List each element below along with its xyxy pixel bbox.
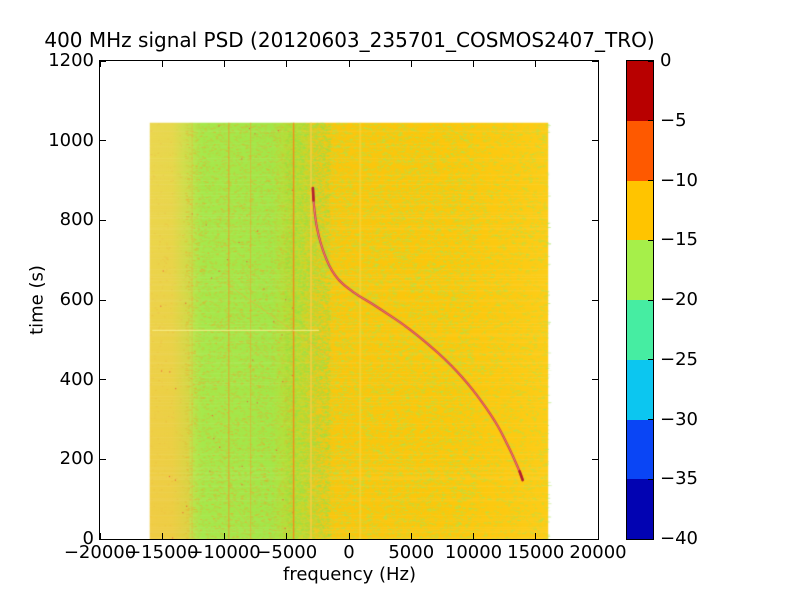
y-tick-mark <box>100 538 106 540</box>
y-tick-label: 800 <box>59 209 94 231</box>
x-tick-label: 0 <box>343 542 355 563</box>
colorbar-tick-mark <box>648 239 653 241</box>
x-tick-label: −5000 <box>256 542 318 563</box>
colorbar-band <box>627 180 653 241</box>
y-tick-label: 600 <box>59 289 94 310</box>
colorbar-band <box>627 359 653 420</box>
y-tick-label: 1000 <box>48 129 94 151</box>
x-tick-mark-top <box>99 61 101 67</box>
y-tick-label: 1200 <box>48 50 94 71</box>
y-tick-mark <box>100 219 106 221</box>
x-tick-mark-top <box>410 61 412 67</box>
x-tick-mark-top <box>161 61 163 67</box>
colorbar-tick-mark <box>648 60 653 62</box>
y-tick-mark-right <box>592 379 598 381</box>
x-tick-mark <box>410 533 412 539</box>
x-tick-mark <box>535 533 537 539</box>
colorbar-tick-label: −15 <box>660 229 698 251</box>
y-tick-label: 400 <box>59 368 94 390</box>
y-tick-label: 200 <box>59 448 94 470</box>
x-axis-label: frequency (Hz) <box>282 564 417 585</box>
y-tick-mark <box>100 458 106 460</box>
y-tick-mark <box>100 379 106 381</box>
y-tick-mark <box>100 60 106 62</box>
x-tick-mark <box>473 533 474 539</box>
y-tick-mark-right <box>592 140 598 142</box>
colorbar-band <box>627 300 653 360</box>
colorbar-band <box>627 61 653 121</box>
y-tick-mark-right <box>592 538 598 540</box>
plot-title: 400 MHz signal PSD (20120603_235701_COSM… <box>44 28 655 52</box>
colorbar-tick-mark <box>648 180 653 181</box>
x-tick-mark <box>161 533 163 539</box>
colorbar-tick-label: −35 <box>660 468 698 490</box>
y-axis-label: time (s) <box>26 265 48 335</box>
x-tick-label: −15000 <box>126 542 199 563</box>
colorbar <box>626 60 654 540</box>
colorbar-band <box>627 419 653 480</box>
colorbar-tick-label: −30 <box>660 408 698 430</box>
x-tick-mark-top <box>224 61 225 67</box>
colorbar-tick-mark <box>648 478 653 480</box>
x-tick-label: 20000 <box>569 542 627 563</box>
y-tick-mark <box>100 299 106 301</box>
y-tick-mark <box>100 140 106 142</box>
y-tick-mark-right <box>592 60 598 62</box>
x-tick-label: 15000 <box>507 542 565 563</box>
spectrogram-heatmap <box>100 61 598 539</box>
x-tick-mark <box>348 533 350 539</box>
colorbar-tick-mark <box>648 120 653 122</box>
x-tick-mark-top <box>286 61 288 67</box>
x-tick-label: −20000 <box>63 542 137 563</box>
y-tick-mark-right <box>592 458 598 460</box>
y-tick-mark-right <box>592 299 598 301</box>
colorbar-band <box>627 479 653 539</box>
colorbar-band <box>627 240 653 300</box>
x-tick-mark <box>286 533 288 539</box>
y-tick-label: 0 <box>82 528 94 549</box>
colorbar-tick-label: −5 <box>660 109 687 131</box>
x-tick-mark <box>597 533 599 539</box>
x-tick-mark <box>99 533 101 539</box>
x-tick-mark-top <box>535 61 537 67</box>
x-tick-label: −10000 <box>188 542 261 563</box>
x-tick-label: 10000 <box>444 542 503 563</box>
colorbar-tick-label: 0 <box>660 50 672 71</box>
colorbar-tick-label: −40 <box>660 528 698 549</box>
colorbar-tick-label: −20 <box>660 289 698 310</box>
colorbar-tick-mark <box>648 359 653 361</box>
colorbar-tick-mark <box>648 419 653 420</box>
colorbar-tick-label: −10 <box>660 169 698 191</box>
y-tick-mark-right <box>592 219 598 221</box>
x-tick-mark-top <box>597 61 599 67</box>
colorbar-tick-label: −25 <box>660 348 698 370</box>
x-tick-mark <box>224 533 225 539</box>
x-tick-mark-top <box>473 61 474 67</box>
colorbar-band <box>627 120 653 181</box>
colorbar-tick-mark <box>648 299 653 301</box>
x-tick-label: 5000 <box>388 542 435 563</box>
colorbar-tick-mark <box>648 538 653 540</box>
x-tick-mark-top <box>348 61 350 67</box>
